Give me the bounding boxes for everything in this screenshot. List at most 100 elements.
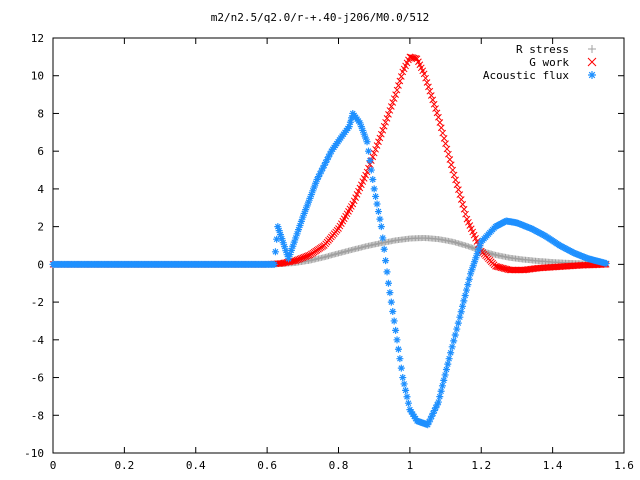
data-point xyxy=(380,122,388,130)
data-point xyxy=(295,226,303,234)
data-point xyxy=(279,239,287,247)
data-point xyxy=(386,107,394,114)
data-point xyxy=(383,268,391,276)
data-point xyxy=(460,205,468,213)
data-point xyxy=(357,123,365,131)
data-point xyxy=(448,343,456,351)
data-point xyxy=(372,192,380,200)
data-point xyxy=(326,150,334,158)
data-point xyxy=(422,74,429,82)
data-point xyxy=(369,153,377,161)
data-point xyxy=(270,260,278,268)
legend-label: Acoustic flux xyxy=(483,69,569,82)
y-tick-label: 6 xyxy=(37,145,44,158)
data-point xyxy=(367,166,375,174)
y-tick-label: -8 xyxy=(31,409,44,422)
data-point xyxy=(374,208,382,216)
y-tick-label: -2 xyxy=(31,296,44,309)
data-point xyxy=(285,255,293,263)
data-point xyxy=(313,175,321,183)
data-point xyxy=(425,418,433,426)
data-point xyxy=(469,262,477,270)
data-point xyxy=(297,217,305,225)
data-point xyxy=(278,235,286,243)
data-point xyxy=(434,398,442,406)
legend-marker xyxy=(588,71,596,79)
data-point xyxy=(275,227,283,235)
data-point xyxy=(447,349,455,357)
data-point xyxy=(356,119,364,127)
data-point xyxy=(277,231,285,239)
data-point xyxy=(441,371,449,379)
data-point xyxy=(299,213,307,221)
legend-label: G work xyxy=(529,56,569,69)
data-point xyxy=(379,234,387,242)
data-point xyxy=(377,223,385,231)
data-point xyxy=(296,222,304,230)
data-point xyxy=(450,171,458,179)
data-point xyxy=(309,187,317,195)
plot-border xyxy=(52,37,625,454)
chart-title: m2/n2.5/q2.0/r-+.40-j206/M0.0/512 xyxy=(210,11,430,24)
data-point xyxy=(430,100,438,108)
y-tick-label: 4 xyxy=(37,183,44,196)
data-point xyxy=(300,209,308,217)
data-point xyxy=(385,111,392,118)
data-point xyxy=(444,360,452,368)
data-point xyxy=(452,176,459,184)
x-tick-label: 1.4 xyxy=(543,459,563,472)
x-tick-label: 0.8 xyxy=(329,459,349,472)
data-point xyxy=(433,109,441,117)
data-point xyxy=(397,364,405,372)
data-point xyxy=(467,270,475,278)
data-point xyxy=(315,173,323,181)
legend-marker xyxy=(588,45,596,53)
data-point xyxy=(395,82,402,89)
data-point xyxy=(271,248,279,256)
data-point xyxy=(459,302,467,310)
data-point xyxy=(363,138,371,146)
data-point xyxy=(446,156,454,163)
data-point xyxy=(450,337,458,345)
data-point xyxy=(382,118,389,126)
data-point xyxy=(464,281,472,289)
data-point xyxy=(392,326,400,334)
data-point xyxy=(393,86,401,94)
data-point xyxy=(282,247,290,255)
data-point xyxy=(463,286,471,294)
data-point xyxy=(376,134,384,142)
data-point xyxy=(475,246,483,254)
data-point xyxy=(460,297,468,305)
x-tick-label: 0.4 xyxy=(186,459,206,472)
data-point xyxy=(372,145,379,153)
data-point xyxy=(432,105,439,112)
data-point xyxy=(384,279,392,287)
data-point xyxy=(317,167,325,175)
data-point xyxy=(390,95,398,102)
data-point xyxy=(445,355,453,363)
data-point xyxy=(316,170,324,178)
data-point xyxy=(386,289,394,297)
series-layer xyxy=(49,53,610,429)
data-point xyxy=(320,161,328,169)
data-point xyxy=(377,130,385,138)
data-point xyxy=(397,73,405,80)
series-acoustic-flux xyxy=(49,109,610,429)
data-point xyxy=(366,157,374,165)
data-point xyxy=(476,242,484,250)
data-point xyxy=(437,124,445,132)
data-point xyxy=(438,382,446,390)
data-point xyxy=(292,234,300,242)
legend-marker xyxy=(587,57,597,67)
data-point xyxy=(303,202,311,210)
data-point xyxy=(403,393,411,401)
axes: 0 0.2 0.4 0.6 0.8 1 1.2 1.4 1.6 12 10 8 6 4 2 0 -2 -4 -6 -8… xyxy=(24,32,634,472)
data-point xyxy=(429,96,437,104)
data-point xyxy=(322,159,330,166)
data-point xyxy=(393,336,401,344)
legend-label: R stress xyxy=(516,43,569,56)
data-point xyxy=(453,181,461,189)
x-tick-label: 1 xyxy=(407,459,414,472)
data-point xyxy=(293,230,301,238)
y-tick-label: 0 xyxy=(37,258,44,271)
